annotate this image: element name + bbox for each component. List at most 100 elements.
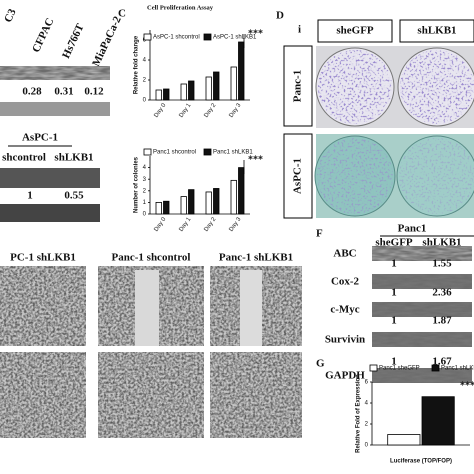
legend-label: Panc1 sheGFP xyxy=(379,366,420,372)
legend-label: Panc1 shLKB1 xyxy=(441,366,474,372)
panel-b: AsPC-1 shcontrol shLKB1 1 0.55 xyxy=(0,132,100,222)
row-label: c-Myc xyxy=(330,304,359,316)
column-label: sheGFP xyxy=(375,237,413,249)
colonies xyxy=(400,50,474,124)
row-label: GAPDH xyxy=(325,370,365,382)
x-tick-label: Day 2 xyxy=(204,216,218,233)
y-axis-label: Relative fold change xyxy=(134,35,140,94)
lane-label: CFPAC xyxy=(30,16,56,54)
image-label: PC-1 shLKB1 xyxy=(10,252,76,264)
x-tick-label: Day 3 xyxy=(229,216,243,233)
image-label: Panc-1 shcontrol xyxy=(112,252,191,264)
bar xyxy=(188,189,195,215)
label-bg xyxy=(0,250,86,266)
legend-label: AsPC-1 shLKB1 xyxy=(213,35,257,41)
bar xyxy=(163,200,170,215)
ratio: 1 xyxy=(391,356,397,368)
bar xyxy=(421,396,455,446)
column-box xyxy=(399,19,474,43)
bar xyxy=(230,66,237,101)
lane-label: C3 xyxy=(2,7,19,25)
y-tick-label: 1 xyxy=(143,200,147,206)
ratio: 1.55 xyxy=(432,258,452,270)
chart-title: Cell Proliferation Assay xyxy=(147,4,214,11)
y-tick-label: 0 xyxy=(143,212,147,218)
label-bg xyxy=(98,250,204,266)
lane-label: MiaPaCa-2 xyxy=(90,14,124,68)
legend-label: Panc1 shcontrol xyxy=(153,150,196,156)
y-tick-label: 2 xyxy=(143,188,147,194)
legend-label: Panc1 shLKB1 xyxy=(213,150,253,156)
wound-texture xyxy=(98,352,204,438)
colonies xyxy=(317,138,393,214)
colonies xyxy=(318,50,392,124)
bar xyxy=(163,88,170,101)
blot-texture xyxy=(372,302,472,317)
x-tick-label: Day 0 xyxy=(154,216,168,233)
legend-swatch xyxy=(431,364,440,372)
lane-label: Hs766T xyxy=(60,21,87,60)
bar xyxy=(387,434,421,446)
cell-line: AsPC-1 xyxy=(22,132,58,144)
row-label: Cox-2 xyxy=(331,276,360,288)
wound-texture xyxy=(0,352,86,438)
bar xyxy=(205,191,212,215)
legend-swatch xyxy=(143,148,152,156)
x-tick-label: Day 3 xyxy=(229,102,243,119)
wound-gap xyxy=(240,270,262,346)
wound-gap xyxy=(135,270,159,346)
ratio: 1 xyxy=(391,315,397,327)
legend-swatch xyxy=(203,33,212,41)
ratio: 2.36 xyxy=(432,287,452,299)
x-tick-label: Luciferase (TOP/FOP) xyxy=(390,459,452,465)
blot-texture xyxy=(372,332,472,347)
blot-texture xyxy=(0,66,110,80)
column-label: shLKB1 xyxy=(422,237,461,249)
bar xyxy=(205,76,212,101)
y-tick-label: 3 xyxy=(143,177,147,183)
ratio: 1 xyxy=(391,258,397,270)
ratio: 1.67 xyxy=(432,356,452,368)
wound-texture xyxy=(0,262,86,346)
row-box xyxy=(283,45,313,127)
row-label: Survivin xyxy=(325,334,365,346)
y-axis-label: Relative Fold of Expression xyxy=(356,374,362,453)
bar xyxy=(213,188,220,215)
x-tick-label: Day 0 xyxy=(154,102,168,119)
ratio: 1.87 xyxy=(432,315,452,327)
bar xyxy=(238,41,245,101)
panel-a: C3 CFPAC Hs766T MiaPaCa-2 0.28 0.31 0.12 xyxy=(0,7,124,116)
wound-texture xyxy=(210,352,302,438)
y-tick-label: 6 xyxy=(143,38,147,44)
blot-texture xyxy=(372,368,472,383)
panel-f: F Panc1 sheGFP shLKB1 xyxy=(316,223,474,249)
bar xyxy=(180,196,187,215)
column-label: sheGFP xyxy=(336,25,374,37)
significance: *** xyxy=(460,380,474,391)
blot-band xyxy=(0,102,110,116)
bar xyxy=(155,201,162,215)
row-label: Panc-1 xyxy=(292,70,304,102)
y-axis-label: Number of colonies xyxy=(134,156,140,213)
legend-label: AsPC-1 shcontrol xyxy=(153,35,200,41)
ratio: 0.12 xyxy=(84,86,104,98)
lane-label: shcontrol xyxy=(2,152,46,164)
blot-band xyxy=(0,204,100,222)
panel-letter: G xyxy=(316,358,325,370)
significance: *** xyxy=(248,154,263,165)
column-label: shLKB1 xyxy=(417,25,456,37)
blot-band xyxy=(0,168,100,188)
significance: *** xyxy=(248,28,263,39)
image-label: Panc-1 shLKB1 xyxy=(219,252,293,264)
panel-d: D i sheGFP shLKB1 Panc-1 AsPC-1 xyxy=(276,10,474,219)
y-tick-label: 0 xyxy=(365,443,369,449)
ratio: 0.31 xyxy=(54,86,73,98)
x-tick-label: Day 2 xyxy=(204,102,218,119)
y-tick-label: 0 xyxy=(143,98,147,104)
y-tick-label: 2 xyxy=(365,422,369,428)
ratio: 0.55 xyxy=(64,190,84,202)
legend-swatch xyxy=(369,364,378,372)
row-label: ABC xyxy=(333,248,356,260)
blot-texture xyxy=(372,246,472,261)
row-label: AsPC-1 xyxy=(292,158,304,194)
